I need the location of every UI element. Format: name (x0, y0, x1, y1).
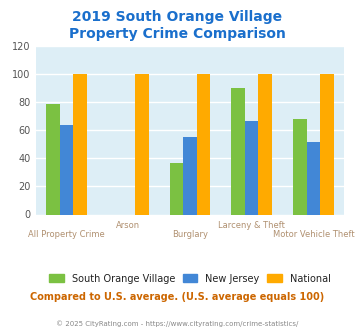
Text: Arson: Arson (116, 221, 140, 230)
Bar (135, 74, 148, 215)
Text: Larceny & Theft: Larceny & Theft (218, 221, 285, 230)
Text: Burglary: Burglary (172, 230, 208, 239)
Bar (170, 163, 183, 214)
Legend: South Orange Village, New Jersey, National: South Orange Village, New Jersey, Nation… (45, 270, 334, 288)
Text: Motor Vehicle Theft: Motor Vehicle Theft (273, 230, 354, 239)
Bar (197, 74, 210, 215)
Text: All Property Crime: All Property Crime (28, 230, 105, 239)
Bar (231, 88, 245, 214)
Bar (293, 119, 307, 214)
Text: Compared to U.S. average. (U.S. average equals 100): Compared to U.S. average. (U.S. average … (31, 292, 324, 302)
Bar (320, 74, 334, 215)
Bar (258, 74, 272, 215)
Bar (73, 74, 87, 215)
Text: © 2025 CityRating.com - https://www.cityrating.com/crime-statistics/: © 2025 CityRating.com - https://www.city… (56, 320, 299, 327)
Bar (60, 125, 73, 214)
Bar (245, 120, 258, 214)
Bar (183, 137, 197, 214)
Text: 2019 South Orange Village
Property Crime Comparison: 2019 South Orange Village Property Crime… (69, 10, 286, 41)
Bar (307, 142, 320, 214)
Bar (46, 104, 60, 214)
